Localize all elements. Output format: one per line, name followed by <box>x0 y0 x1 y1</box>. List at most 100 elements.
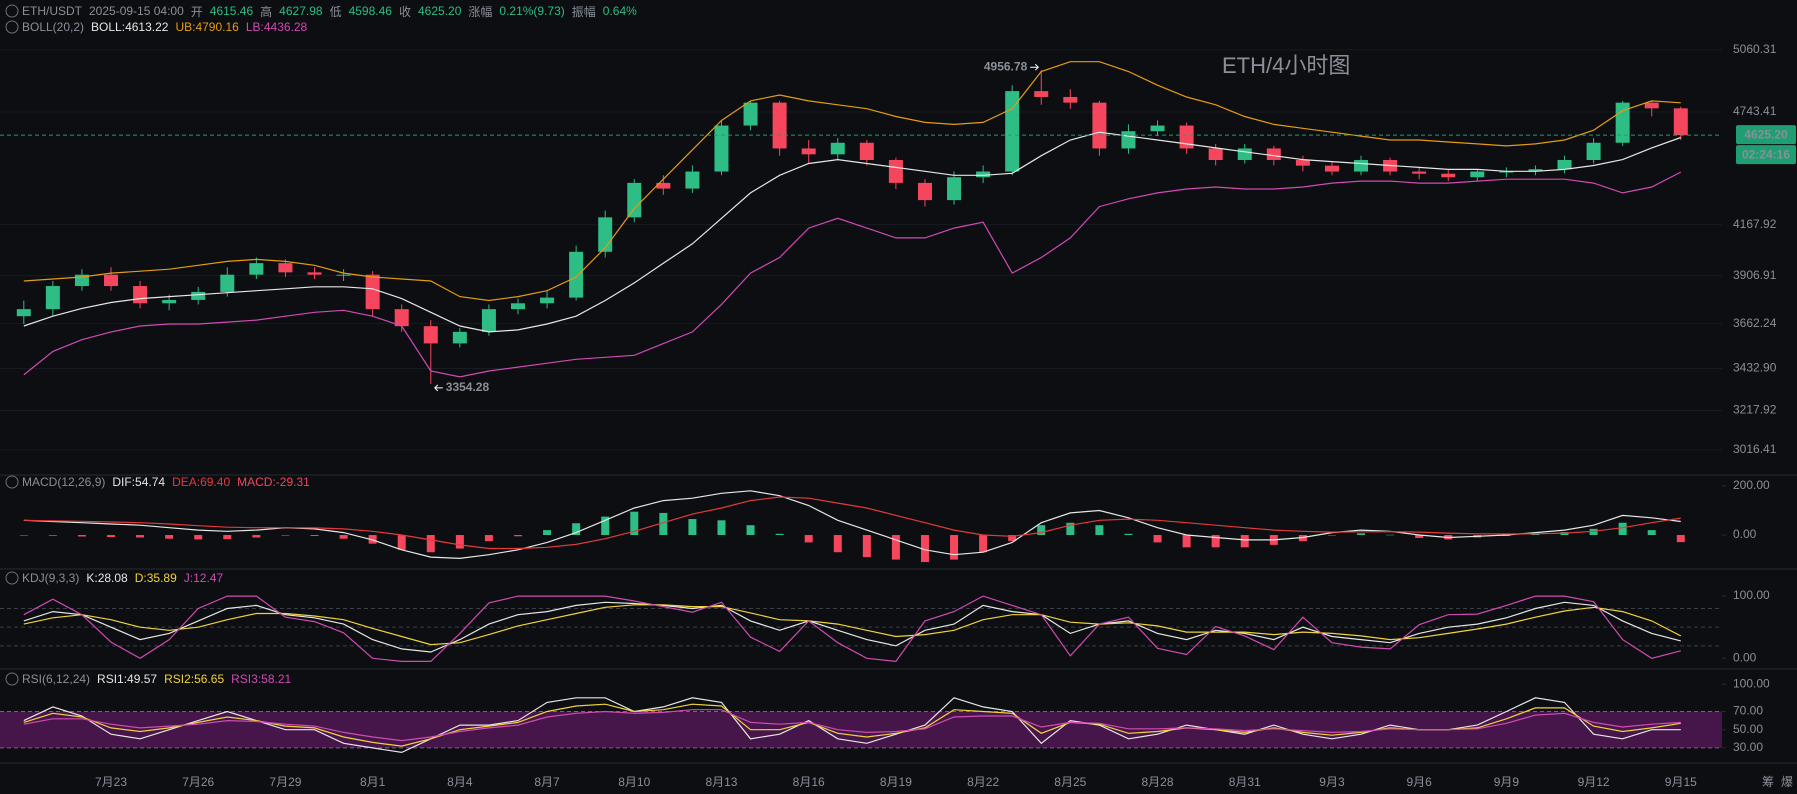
candle-body <box>947 177 962 201</box>
toolbar-button[interactable]: 筹 <box>1762 775 1774 789</box>
histogram-bar <box>659 512 668 536</box>
candle-body <box>1063 96 1078 103</box>
candle-body <box>627 182 642 218</box>
x-tick-label: 8月13 <box>705 775 737 789</box>
candle-body <box>1354 159 1369 172</box>
legend-entry: DIF:54.74 <box>112 475 166 489</box>
histogram-bar <box>77 535 86 537</box>
x-tick-label: 9月3 <box>1319 775 1345 789</box>
candle-body <box>656 182 671 189</box>
collapse-icon[interactable] <box>5 20 19 34</box>
indicator-line <box>23 496 1681 550</box>
indicator-line <box>23 61 1681 302</box>
candle-body <box>917 182 932 201</box>
indicator-name: RSI(6,12,24) <box>22 672 91 686</box>
countdown-tag <box>1736 145 1796 165</box>
candle-body <box>1324 165 1339 172</box>
field-value: 4615.46 <box>209 4 254 18</box>
candle-body <box>685 171 700 189</box>
histogram-bar <box>194 535 203 540</box>
y-tick-label: 4743.41 <box>1733 104 1777 118</box>
candle-body <box>1295 159 1310 166</box>
collapse-icon[interactable] <box>5 571 19 585</box>
histogram-bar <box>107 535 116 537</box>
candle-body <box>278 263 293 273</box>
histogram-bar <box>136 535 145 538</box>
x-tick-label: 9月15 <box>1665 775 1697 789</box>
histogram-bar <box>310 535 319 537</box>
candle-body <box>1179 125 1194 149</box>
indicator-header: RSI(6,12,24) RSI1:49.57 RSI2:56.65 RSI3:58.… <box>22 671 291 687</box>
candle-body <box>74 274 89 287</box>
candle-body <box>1121 131 1136 149</box>
legend-entry: DEA:69.40 <box>172 475 231 489</box>
symbol: ETH/USDT <box>22 4 82 18</box>
y-tick-label: 30.00 <box>1733 740 1763 754</box>
ohlc-header: ETH/USDT 2025-09-15 04:00 开 4615.46 高 4627.98… <box>22 3 637 19</box>
candle-body <box>976 171 991 178</box>
histogram-bar <box>1647 530 1656 536</box>
indicator-name: KDJ(9,3,3) <box>22 571 80 585</box>
candle-body <box>1150 125 1165 132</box>
field-label: 高 <box>260 4 273 19</box>
datetime: 2025-09-15 04:00 <box>89 4 184 18</box>
histogram-bar <box>891 535 900 560</box>
y-tick-label: 3662.24 <box>1733 316 1777 330</box>
histogram-bar <box>484 535 493 542</box>
histogram-bar <box>950 535 959 560</box>
x-tick-label: 8月10 <box>618 775 650 789</box>
x-tick-label: 9月6 <box>1406 775 1432 789</box>
histogram-bar <box>223 535 232 540</box>
histogram-bar <box>688 519 697 536</box>
histogram-bar <box>1037 525 1046 536</box>
histogram-bar <box>1676 535 1685 543</box>
candle-body <box>1208 148 1223 160</box>
chart-title: ETH/4小时图 <box>1222 53 1350 78</box>
indicator-header: MACD(12,26,9) DIF:54.74 DEA:69.40 MACD:-29.… <box>22 474 310 490</box>
candle-body <box>1673 108 1688 136</box>
countdown-label: 02:24:16 <box>1742 147 1790 161</box>
candle-body <box>1470 171 1485 178</box>
candle-body <box>510 303 525 310</box>
collapse-icon[interactable] <box>5 672 19 686</box>
plot-area: 3016.41 3217.92 3432.90 3662.24 3906.91 4167.… <box>0 42 1796 789</box>
histogram-bar <box>1182 535 1191 548</box>
candle-body <box>801 148 816 155</box>
x-tick-label: 8月22 <box>967 775 999 789</box>
y-tick-label: 100.00 <box>1733 588 1770 602</box>
histogram-bar <box>281 535 290 536</box>
x-tick-label: 8月1 <box>360 775 386 789</box>
histogram-bar <box>252 535 261 538</box>
histogram-bar <box>1327 535 1336 536</box>
field-value: 0.21%(9.73) <box>499 4 565 18</box>
candle-body <box>423 326 438 344</box>
collapse-icons <box>5 4 19 686</box>
candle-body <box>452 331 467 344</box>
candle-body <box>1034 91 1049 97</box>
candle-body <box>1412 171 1427 174</box>
candle-body <box>830 142 845 155</box>
y-tick-label: 100.00 <box>1733 676 1770 690</box>
histogram-bar <box>833 535 842 553</box>
histogram-bar <box>630 511 639 536</box>
collapse-icon[interactable] <box>5 4 19 18</box>
x-tick-label: 8月4 <box>447 775 473 789</box>
collapse-icon[interactable] <box>5 475 19 489</box>
candle-body <box>569 251 584 298</box>
candle-body <box>365 274 380 310</box>
toolbar-button[interactable]: 爆 <box>1781 775 1793 789</box>
histogram-bar <box>397 535 406 550</box>
x-tick-label: 8月7 <box>534 775 560 789</box>
indicator-line <box>23 131 1682 333</box>
x-tick-label: 8月25 <box>1054 775 1086 789</box>
candle-body <box>336 274 351 276</box>
candle-body <box>772 102 787 149</box>
histogram-bar <box>165 535 174 539</box>
field-value: 0.64% <box>602 4 637 18</box>
price-tag-label: 4625.20 <box>1744 127 1788 141</box>
candle-body <box>859 142 874 160</box>
field-value: 4598.46 <box>348 4 392 18</box>
histogram-bar <box>1153 535 1162 543</box>
